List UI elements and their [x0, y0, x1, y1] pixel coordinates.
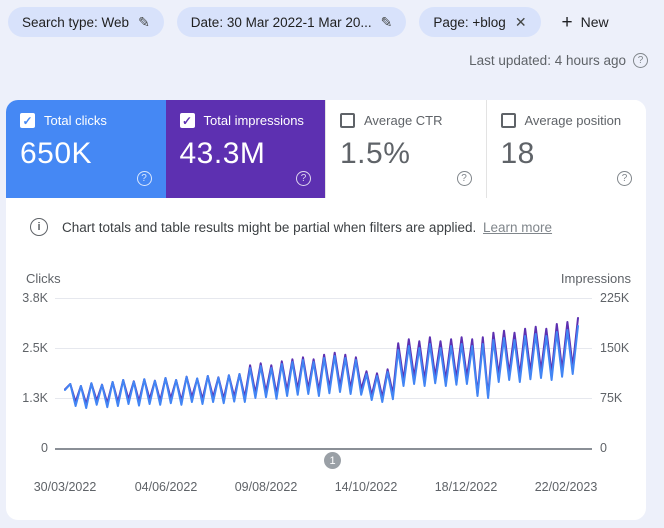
metric-label: Average CTR — [364, 113, 443, 128]
metric-value: 650K — [20, 137, 152, 171]
filter-chip-label: Search type: Web — [22, 15, 129, 30]
right-axis-tick: 75K — [600, 390, 646, 406]
checkbox-unchecked-icon[interactable] — [340, 113, 355, 128]
metric-value: 1.5% — [340, 137, 472, 171]
plus-icon: + — [562, 13, 573, 32]
filter-chip-page[interactable]: Page: +blog ✕ — [419, 7, 540, 37]
help-icon[interactable]: ? — [633, 53, 648, 68]
chart-pagination-marker[interactable]: 1 — [324, 452, 341, 469]
x-axis-date: 18/12/2022 — [435, 480, 498, 494]
new-filter-button[interactable]: + New — [562, 13, 609, 32]
metric-card-average-position[interactable]: Average position 18 ? — [486, 100, 647, 198]
partial-data-banner: i Chart totals and table results might b… — [6, 198, 646, 254]
filter-chip-label: Page: +blog — [433, 15, 505, 30]
right-axis-tick: 225K — [600, 290, 646, 306]
metric-card-total-clicks[interactable]: ✓ Total clicks 650K ? — [6, 100, 166, 198]
last-updated-status: Last updated: 4 hours ago ? — [469, 53, 648, 68]
filter-bar: Search type: Web ✎ Date: 30 Mar 2022-1 M… — [8, 7, 609, 37]
left-axis-tick: 3.8K — [6, 290, 48, 306]
new-filter-label: New — [581, 14, 609, 30]
checkbox-checked-icon[interactable]: ✓ — [20, 113, 35, 128]
left-axis-tick: 0 — [6, 440, 48, 456]
x-axis-date: 04/06/2022 — [135, 480, 198, 494]
metrics-row: ✓ Total clicks 650K ? ✓ Total impression… — [6, 100, 646, 198]
checkbox-unchecked-icon[interactable] — [501, 113, 516, 128]
metric-value: 43.3M — [180, 137, 312, 171]
metric-label: Total clicks — [44, 113, 107, 128]
learn-more-link[interactable]: Learn more — [483, 220, 552, 235]
left-axis-tick: 2.5K — [6, 340, 48, 356]
x-axis-date: 30/03/2022 — [34, 480, 97, 494]
help-icon[interactable]: ? — [296, 171, 311, 186]
x-axis-date: 09/08/2022 — [235, 480, 298, 494]
performance-chart: Clicks Impressions 3.8K 2.5K 1.3K 0 225K… — [6, 254, 646, 518]
filter-chip-search-type[interactable]: Search type: Web ✎ — [8, 7, 164, 37]
checkbox-checked-icon[interactable]: ✓ — [180, 113, 195, 128]
chart-svg — [55, 268, 592, 453]
right-axis-tick: 150K — [600, 340, 646, 356]
right-axis-tick: 0 — [600, 440, 646, 456]
filter-chip-label: Date: 30 Mar 2022-1 Mar 20... — [191, 15, 372, 30]
metric-card-average-ctr[interactable]: Average CTR 1.5% ? — [325, 100, 486, 198]
performance-panel: ✓ Total clicks 650K ? ✓ Total impression… — [6, 100, 646, 520]
metric-label: Average position — [525, 113, 622, 128]
filter-chip-date[interactable]: Date: 30 Mar 2022-1 Mar 20... ✎ — [177, 7, 407, 37]
banner-message: Chart totals and table results might be … — [62, 220, 476, 235]
left-axis-tick: 1.3K — [6, 390, 48, 406]
banner-text: Chart totals and table results might be … — [62, 220, 552, 235]
help-icon[interactable]: ? — [457, 171, 472, 186]
last-updated-text: Last updated: 4 hours ago — [469, 53, 626, 68]
edit-icon[interactable]: ✎ — [138, 15, 150, 29]
edit-icon[interactable]: ✎ — [381, 15, 393, 29]
x-axis-date: 22/02/2023 — [535, 480, 598, 494]
metric-value: 18 — [501, 137, 633, 171]
help-icon[interactable]: ? — [137, 171, 152, 186]
metric-card-total-impressions[interactable]: ✓ Total impressions 43.3M ? — [166, 100, 326, 198]
info-icon: i — [30, 218, 48, 236]
help-icon[interactable]: ? — [617, 171, 632, 186]
x-axis-date: 14/10/2022 — [335, 480, 398, 494]
metric-label: Total impressions — [204, 113, 304, 128]
close-icon[interactable]: ✕ — [515, 15, 527, 29]
